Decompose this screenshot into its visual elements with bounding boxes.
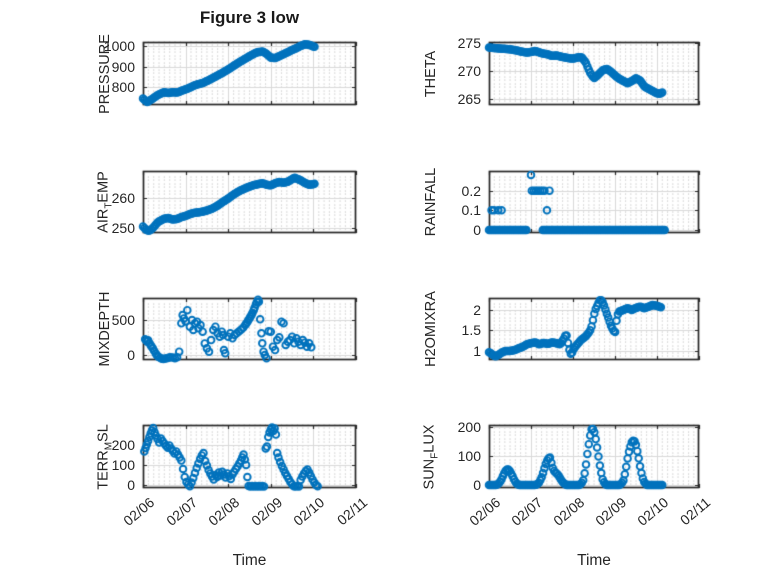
- x-axis-label-left: Time: [232, 552, 267, 569]
- ylabel-pressure: PRESSURE: [97, 33, 113, 114]
- figure-title: Figure 3 low: [199, 8, 300, 27]
- ytick-label-pressure-900: 900: [111, 58, 135, 75]
- ytick-label-sun-flux-0: 0: [473, 477, 481, 494]
- ytick-label-theta-265: 265: [457, 90, 481, 107]
- ytick-label-sun-flux-100: 100: [457, 448, 481, 465]
- ytick-label-air-temp-250: 250: [111, 219, 135, 236]
- ytick-label-theta-270: 270: [457, 62, 481, 79]
- ytick-label-mixdepth-500: 500: [111, 311, 135, 328]
- ytick-label-rainfall-0.1: 0.1: [461, 202, 481, 219]
- ylabel-h2omixra: H2OMIXRA: [423, 291, 439, 367]
- ylabel-theta: THETA: [423, 50, 439, 97]
- ytick-label-air-temp-260: 260: [111, 189, 135, 206]
- ytick-label-theta-275: 275: [457, 35, 481, 52]
- ytick-label-rainfall-0: 0: [473, 222, 481, 239]
- ytick-label-mixdepth-0: 0: [127, 347, 135, 364]
- ytick-label-h2omixra-1: 1: [473, 342, 481, 359]
- ylabel-mixdepth: MIXDEPTH: [97, 291, 113, 367]
- ytick-label-pressure-1000: 1000: [103, 37, 135, 54]
- ytick-label-terr-msl-200: 200: [111, 437, 135, 453]
- ytick-label-terr-msl-0: 0: [127, 477, 135, 493]
- ytick-label-h2omixra-1.5: 1.5: [461, 322, 481, 339]
- ytick-label-sun-flux-200: 200: [457, 419, 481, 436]
- ytick-label-rainfall-0.2: 0.2: [461, 182, 481, 199]
- ylabel-rainfall: RAINFALL: [423, 167, 439, 237]
- ylabel-terr-msl: TERRMSL: [95, 423, 115, 490]
- ytick-label-terr-msl-100: 100: [111, 457, 135, 473]
- ylabel-sun-flux: SUNFLUX: [421, 424, 441, 489]
- x-axis-label-right: Time: [577, 552, 611, 569]
- ytick-label-h2omixra-2: 2: [473, 301, 481, 318]
- ytick-label-pressure-800: 800: [111, 79, 135, 96]
- ylabel-air-temp: AIRTEMP: [95, 171, 115, 233]
